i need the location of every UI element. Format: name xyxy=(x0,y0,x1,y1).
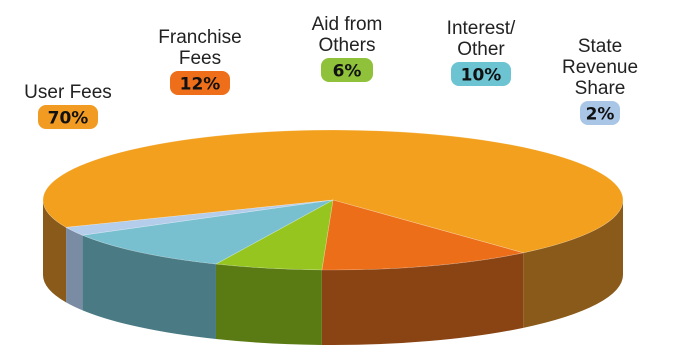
pie-label-line: Aid from xyxy=(312,14,383,35)
pie-side-user-fees xyxy=(523,200,623,328)
pie-side-state-revenue-share xyxy=(66,227,83,311)
pie-label-user-fees: User Fees 70% xyxy=(24,82,112,129)
pie-percent-label: 70% xyxy=(48,109,89,129)
pie-slice-state-revenue-share xyxy=(65,199,334,236)
pie-label-line: Other xyxy=(457,39,505,60)
pie-label-line: Revenue xyxy=(562,57,638,78)
pie-side-interest-other xyxy=(82,235,216,340)
pie-percent-badge xyxy=(451,62,511,86)
pie-percent-label: 10% xyxy=(461,66,502,86)
pie-label-interest-other: Interest/Other 10% xyxy=(447,18,516,86)
pie-label-line: Fees xyxy=(179,48,221,69)
pie-side-franchise-fees xyxy=(321,252,524,345)
pie-label-line: Interest/ xyxy=(447,18,516,39)
pie-side-aid-from-others xyxy=(215,264,322,345)
pie-label-line: State xyxy=(578,36,622,57)
pie-percent-label: 6% xyxy=(333,62,362,82)
pie-percent-label: 12% xyxy=(180,75,221,95)
pie-percent-label: 2% xyxy=(586,105,615,125)
pie-side-user-fees xyxy=(43,200,67,303)
pie-label-line: User Fees xyxy=(24,82,112,103)
pie-percent-badge xyxy=(38,105,98,129)
pie-percent-badge xyxy=(580,101,620,125)
pie-label-line: Franchise xyxy=(158,27,241,48)
pie-label-line: Others xyxy=(318,35,375,56)
pie-top-layer xyxy=(42,129,624,271)
pie-slice-franchise-fees xyxy=(321,199,524,271)
pie-percent-badge xyxy=(321,58,373,82)
pie-label-line: Share xyxy=(575,78,626,99)
pie-side-layer xyxy=(43,200,623,345)
pie-slice-aid-from-others xyxy=(214,199,334,271)
pie-slice-user-fees xyxy=(42,129,624,254)
pie-slice-interest-other xyxy=(81,199,334,265)
pie-percent-badge xyxy=(170,71,230,95)
